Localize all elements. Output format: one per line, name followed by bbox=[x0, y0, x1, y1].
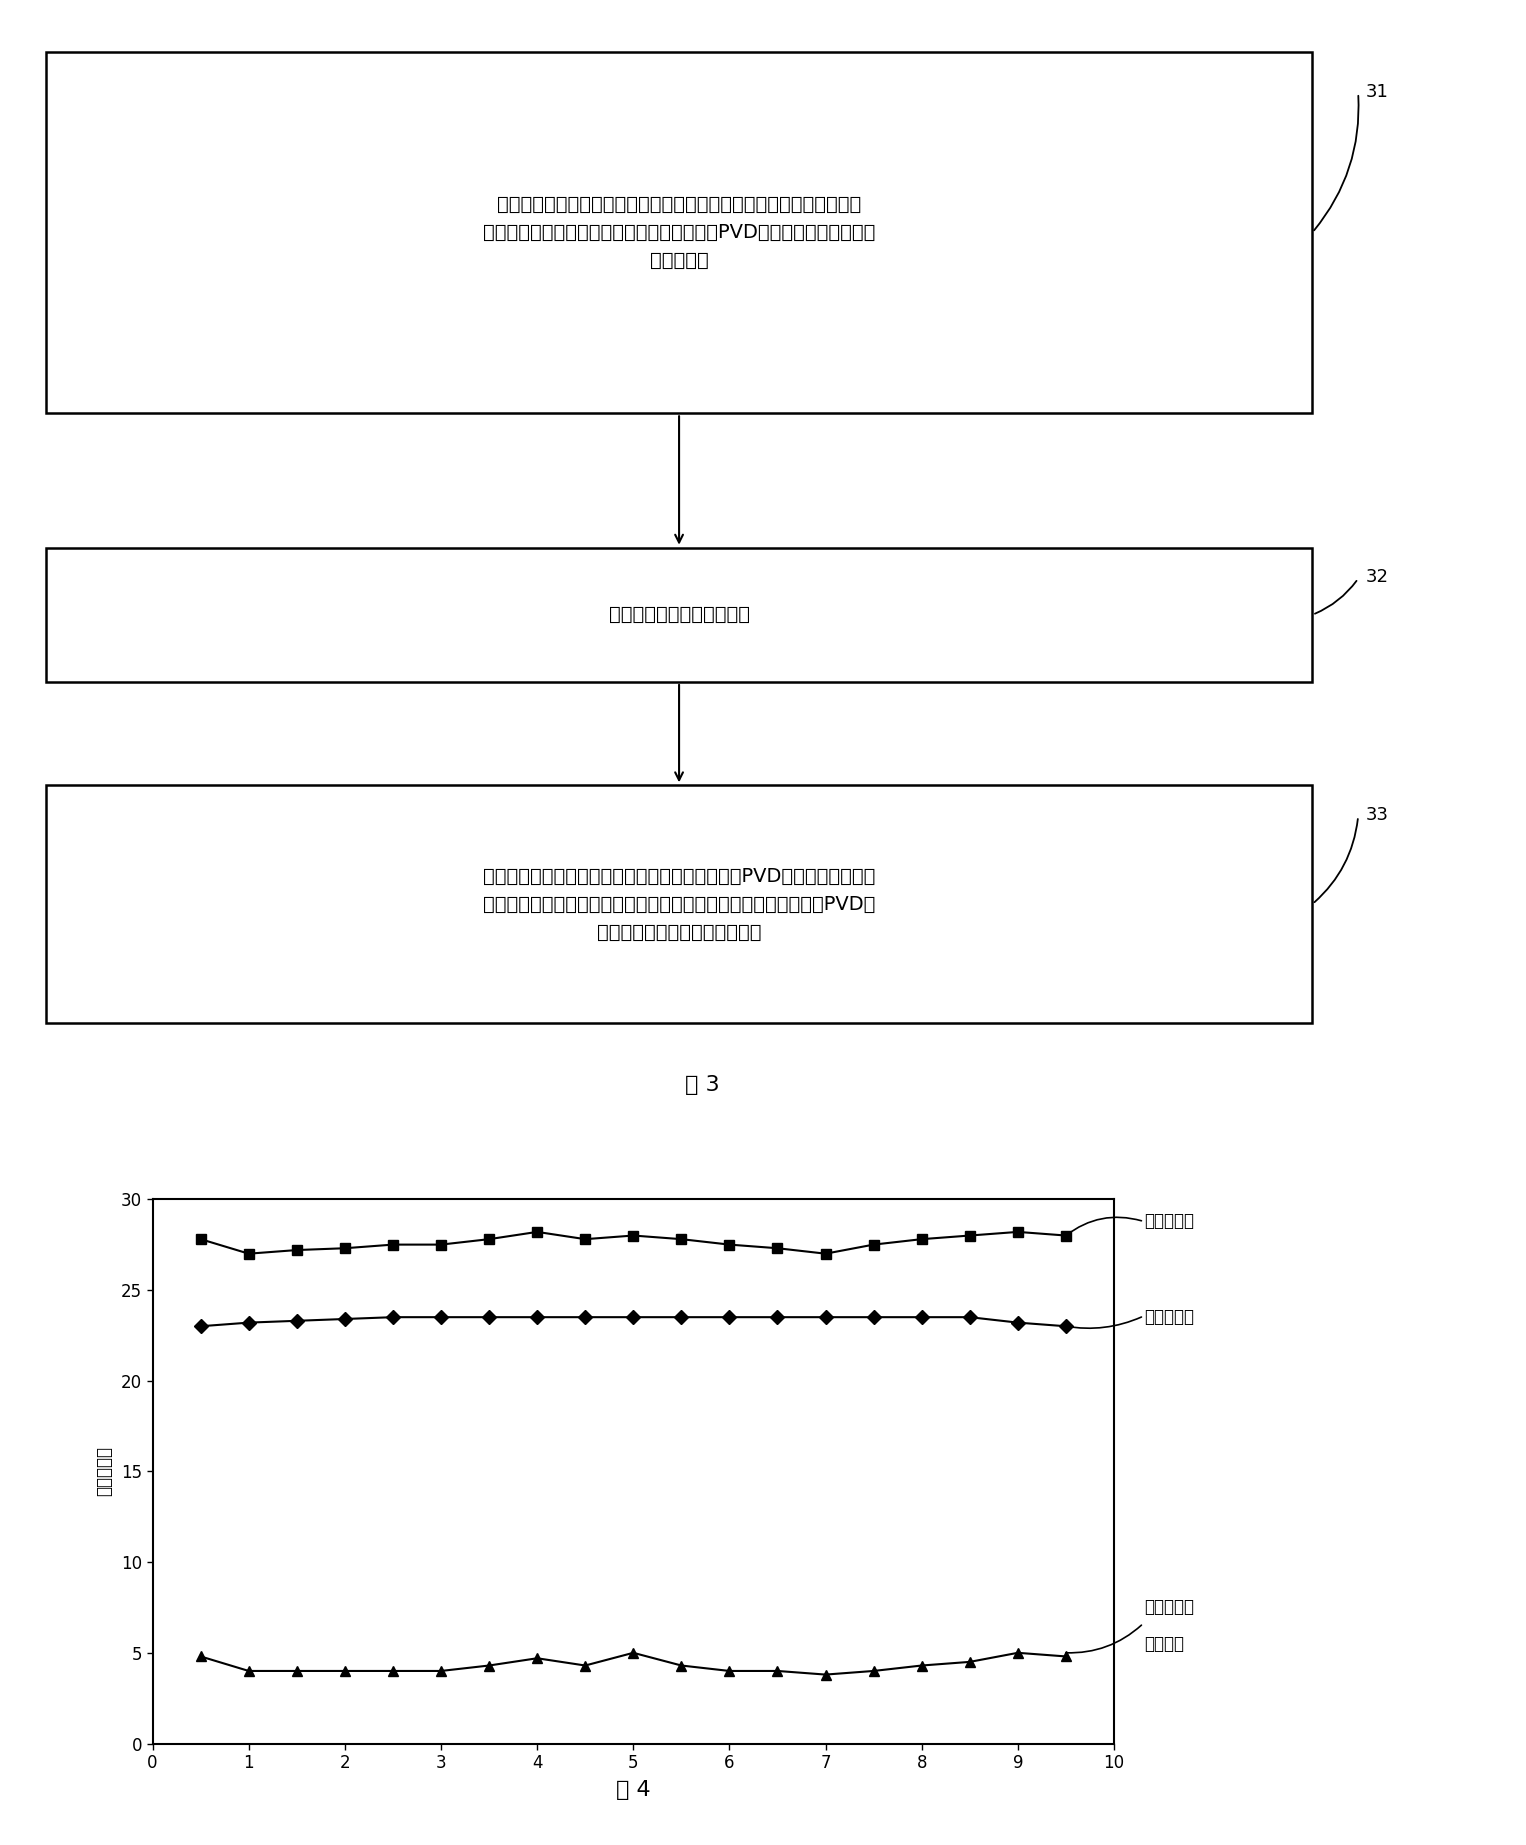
Text: 检测所述首、末控片的阻值: 检测所述首、末控片的阻值 bbox=[609, 605, 749, 624]
Text: 首、末控片: 首、末控片 bbox=[1144, 1598, 1195, 1616]
Bar bbox=[46, 786, 1312, 1022]
Text: 33: 33 bbox=[1366, 806, 1389, 825]
Bar bbox=[46, 52, 1312, 413]
Text: 图 4: 图 4 bbox=[617, 1780, 650, 1801]
Text: 对包含首、末控片及用以维持所述沉积腔室运行的至少一片中间控片执
行物理气相淀积操作，对所述首、末控片执行PVD操作的间隔时间大于检
测反应时间: 对包含首、末控片及用以维持所述沉积腔室运行的至少一片中间控片执 行物理气相淀积操… bbox=[482, 196, 876, 269]
Text: 所述首、末控片的阻值之差符合检测标准时，所述PVD沉积腔室的气密性
符合产品要求；所述首、末控片的阻值之差大于检测基准时，所述PVD沉
积腔室的气密性不符合产品: 所述首、末控片的阻值之差符合检测标准时，所述PVD沉积腔室的气密性 符合产品要求… bbox=[482, 867, 876, 941]
Text: 首控片阻值: 首控片阻值 bbox=[1144, 1308, 1195, 1327]
Text: 阻值之差: 阻值之差 bbox=[1144, 1635, 1184, 1653]
Text: 32: 32 bbox=[1366, 568, 1389, 587]
Text: 31: 31 bbox=[1366, 83, 1389, 101]
Bar bbox=[46, 548, 1312, 683]
Text: 图 3: 图 3 bbox=[685, 1074, 719, 1094]
Y-axis label: 阻值（欧）: 阻值（欧） bbox=[95, 1446, 113, 1496]
Text: 末控片阻值: 末控片阻值 bbox=[1144, 1212, 1195, 1231]
